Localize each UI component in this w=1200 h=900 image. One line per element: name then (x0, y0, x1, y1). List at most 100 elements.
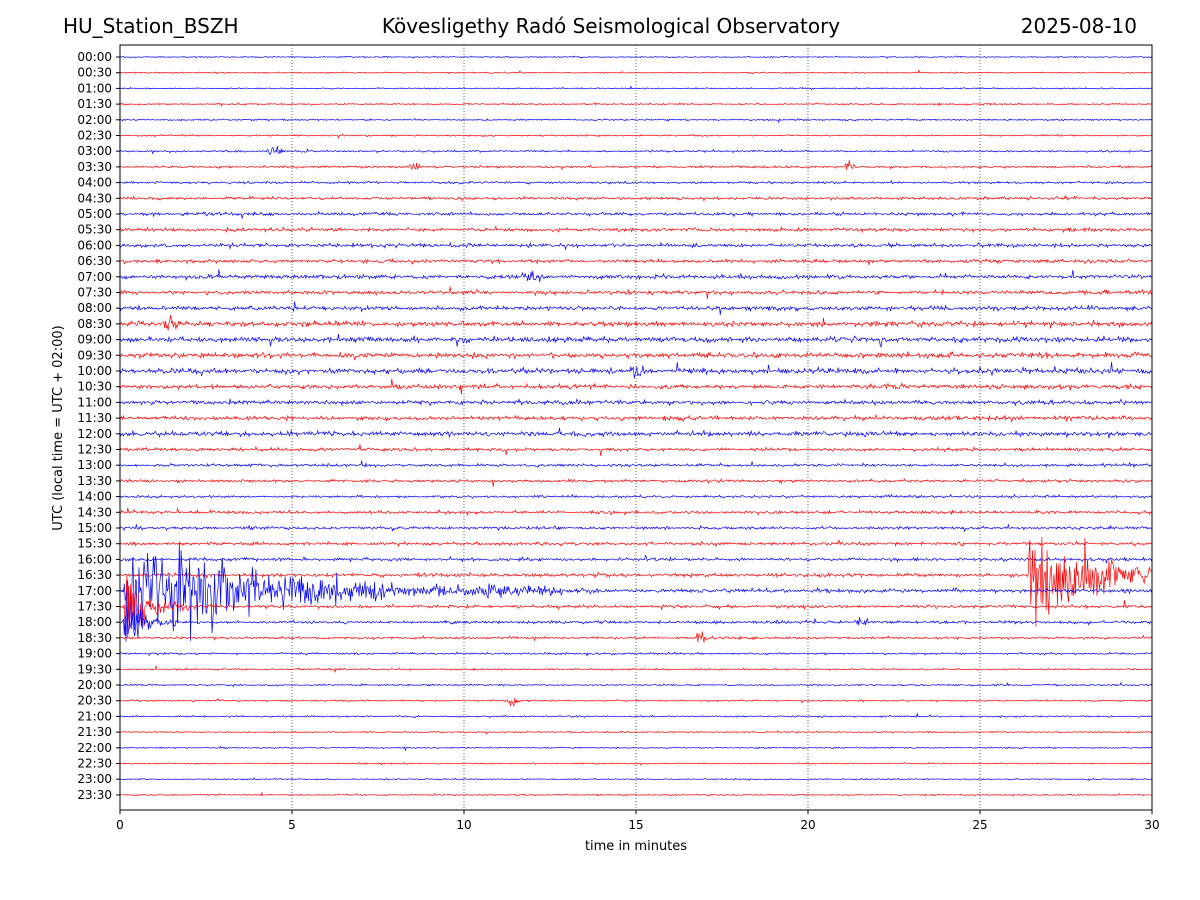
x-tick-label-4: 20 (800, 818, 815, 832)
trace-row-18 (119, 333, 1153, 348)
y-tick-label-16: 08:00 (77, 301, 112, 315)
y-tick-label-4: 02:00 (77, 113, 112, 127)
station-name: HU_Station_BSZH (63, 14, 239, 38)
y-tick-label-36: 18:00 (77, 615, 112, 629)
trace-row-35 (119, 574, 1153, 638)
observatory-title: Kövesligethy Radó Seismological Observat… (381, 14, 841, 38)
trace-row-0 (119, 55, 1153, 59)
trace-row-38 (119, 651, 1153, 657)
y-tick-label-44: 22:00 (77, 741, 112, 755)
x-axis: 0 5 10 15 20 25 30 (116, 810, 1160, 832)
trace-row-43 (119, 729, 1153, 735)
y-tick-label-2: 01:00 (77, 81, 112, 95)
y-tick-label-46: 23:00 (77, 772, 112, 786)
trace-row-24 (119, 427, 1153, 439)
y-tick-label-15: 07:30 (77, 286, 112, 300)
y-tick-label-29: 14:30 (77, 505, 112, 519)
y-tick-label-8: 04:00 (77, 176, 112, 190)
trace-row-42 (119, 712, 1153, 719)
y-tick-label-28: 14:00 (77, 490, 112, 504)
trace-row-22 (119, 398, 1153, 407)
y-tick-label-42: 21:00 (77, 709, 112, 723)
y-tick-label-38: 19:00 (77, 647, 112, 661)
y-tick-label-33: 16:30 (77, 568, 112, 582)
trace-row-45 (119, 761, 1153, 766)
trace-row-26 (119, 460, 1153, 469)
y-tick-label-25: 12:30 (77, 443, 112, 457)
trace-row-2 (119, 85, 1153, 91)
y-tick-label-19: 09:30 (77, 348, 112, 362)
y-tick-label-20: 10:00 (77, 364, 112, 378)
trace-row-13 (119, 257, 1153, 266)
x-tick-label-5: 25 (972, 818, 987, 832)
y-tick-label-6: 03:00 (77, 144, 112, 158)
trace-row-28 (119, 493, 1153, 500)
y-tick-label-30: 15:00 (77, 521, 112, 535)
trace-row-8 (119, 179, 1153, 185)
date-label: 2025-08-10 (1020, 14, 1137, 38)
y-tick-label-35: 17:30 (77, 600, 112, 614)
trace-row-20 (119, 361, 1153, 379)
y-tick-label-0: 00:00 (77, 50, 112, 64)
trace-row-47 (119, 791, 1153, 797)
y-tick-label-32: 16:00 (77, 552, 112, 566)
x-tick-label-0: 0 (116, 818, 124, 832)
x-axis-label: time in minutes (585, 839, 687, 854)
y-axis-label: UTC (local time = UTC + 02:00) (51, 325, 66, 530)
trace-row-25 (119, 444, 1153, 456)
y-tick-label-11: 05:30 (77, 223, 112, 237)
trace-row-33 (119, 537, 1153, 627)
y-tick-label-43: 21:30 (77, 725, 112, 739)
y-tick-label-27: 13:30 (77, 474, 112, 488)
y-tick-label-17: 08:30 (77, 317, 112, 331)
trace-row-34 (119, 541, 1153, 641)
y-tick-label-13: 06:30 (77, 254, 112, 268)
y-tick-label-34: 17:00 (77, 584, 112, 598)
y-tick-label-37: 18:30 (77, 631, 112, 645)
seismogram-traces (119, 55, 1153, 797)
y-tick-label-23: 11:30 (77, 411, 112, 425)
trace-row-10 (119, 210, 1153, 219)
trace-row-32 (119, 554, 1153, 564)
trace-row-19 (119, 350, 1153, 361)
y-tick-label-9: 04:30 (77, 191, 112, 205)
y-tick-label-47: 23:30 (77, 788, 112, 802)
trace-row-30 (119, 523, 1153, 533)
trace-row-37 (119, 631, 1153, 643)
y-tick-label-3: 01:30 (77, 97, 112, 111)
y-tick-label-31: 15:30 (77, 537, 112, 551)
y-tick-label-12: 06:00 (77, 238, 112, 252)
trace-row-41 (119, 697, 1153, 707)
trace-row-29 (119, 507, 1153, 516)
trace-row-9 (119, 194, 1153, 202)
trace-row-44 (119, 745, 1153, 752)
y-tick-label-18: 09:00 (77, 333, 112, 347)
trace-row-21 (119, 378, 1153, 395)
x-tick-label-2: 10 (456, 818, 471, 832)
trace-row-23 (119, 414, 1153, 423)
y-tick-label-21: 10:30 (77, 380, 112, 394)
y-tick-label-24: 12:00 (77, 427, 112, 441)
trace-row-16 (119, 301, 1153, 315)
trace-row-6 (119, 145, 1153, 155)
grid-lines (291, 45, 981, 810)
trace-row-14 (119, 269, 1153, 282)
x-tick-label-3: 15 (628, 818, 643, 832)
trace-row-36 (119, 592, 1153, 642)
trace-row-17 (119, 314, 1153, 331)
y-tick-label-39: 19:30 (77, 662, 112, 676)
y-tick-label-40: 20:00 (77, 678, 112, 692)
trace-row-40 (119, 681, 1153, 688)
trace-row-46 (119, 776, 1153, 782)
y-tick-label-5: 02:30 (77, 129, 112, 143)
y-tick-label-1: 00:30 (77, 66, 112, 80)
trace-row-11 (119, 225, 1153, 234)
trace-row-27 (119, 477, 1153, 487)
y-tick-label-22: 11:00 (77, 395, 112, 409)
trace-row-1 (119, 69, 1153, 75)
trace-row-5 (119, 133, 1153, 139)
x-tick-label-1: 5 (288, 818, 296, 832)
y-tick-label-10: 05:00 (77, 207, 112, 221)
